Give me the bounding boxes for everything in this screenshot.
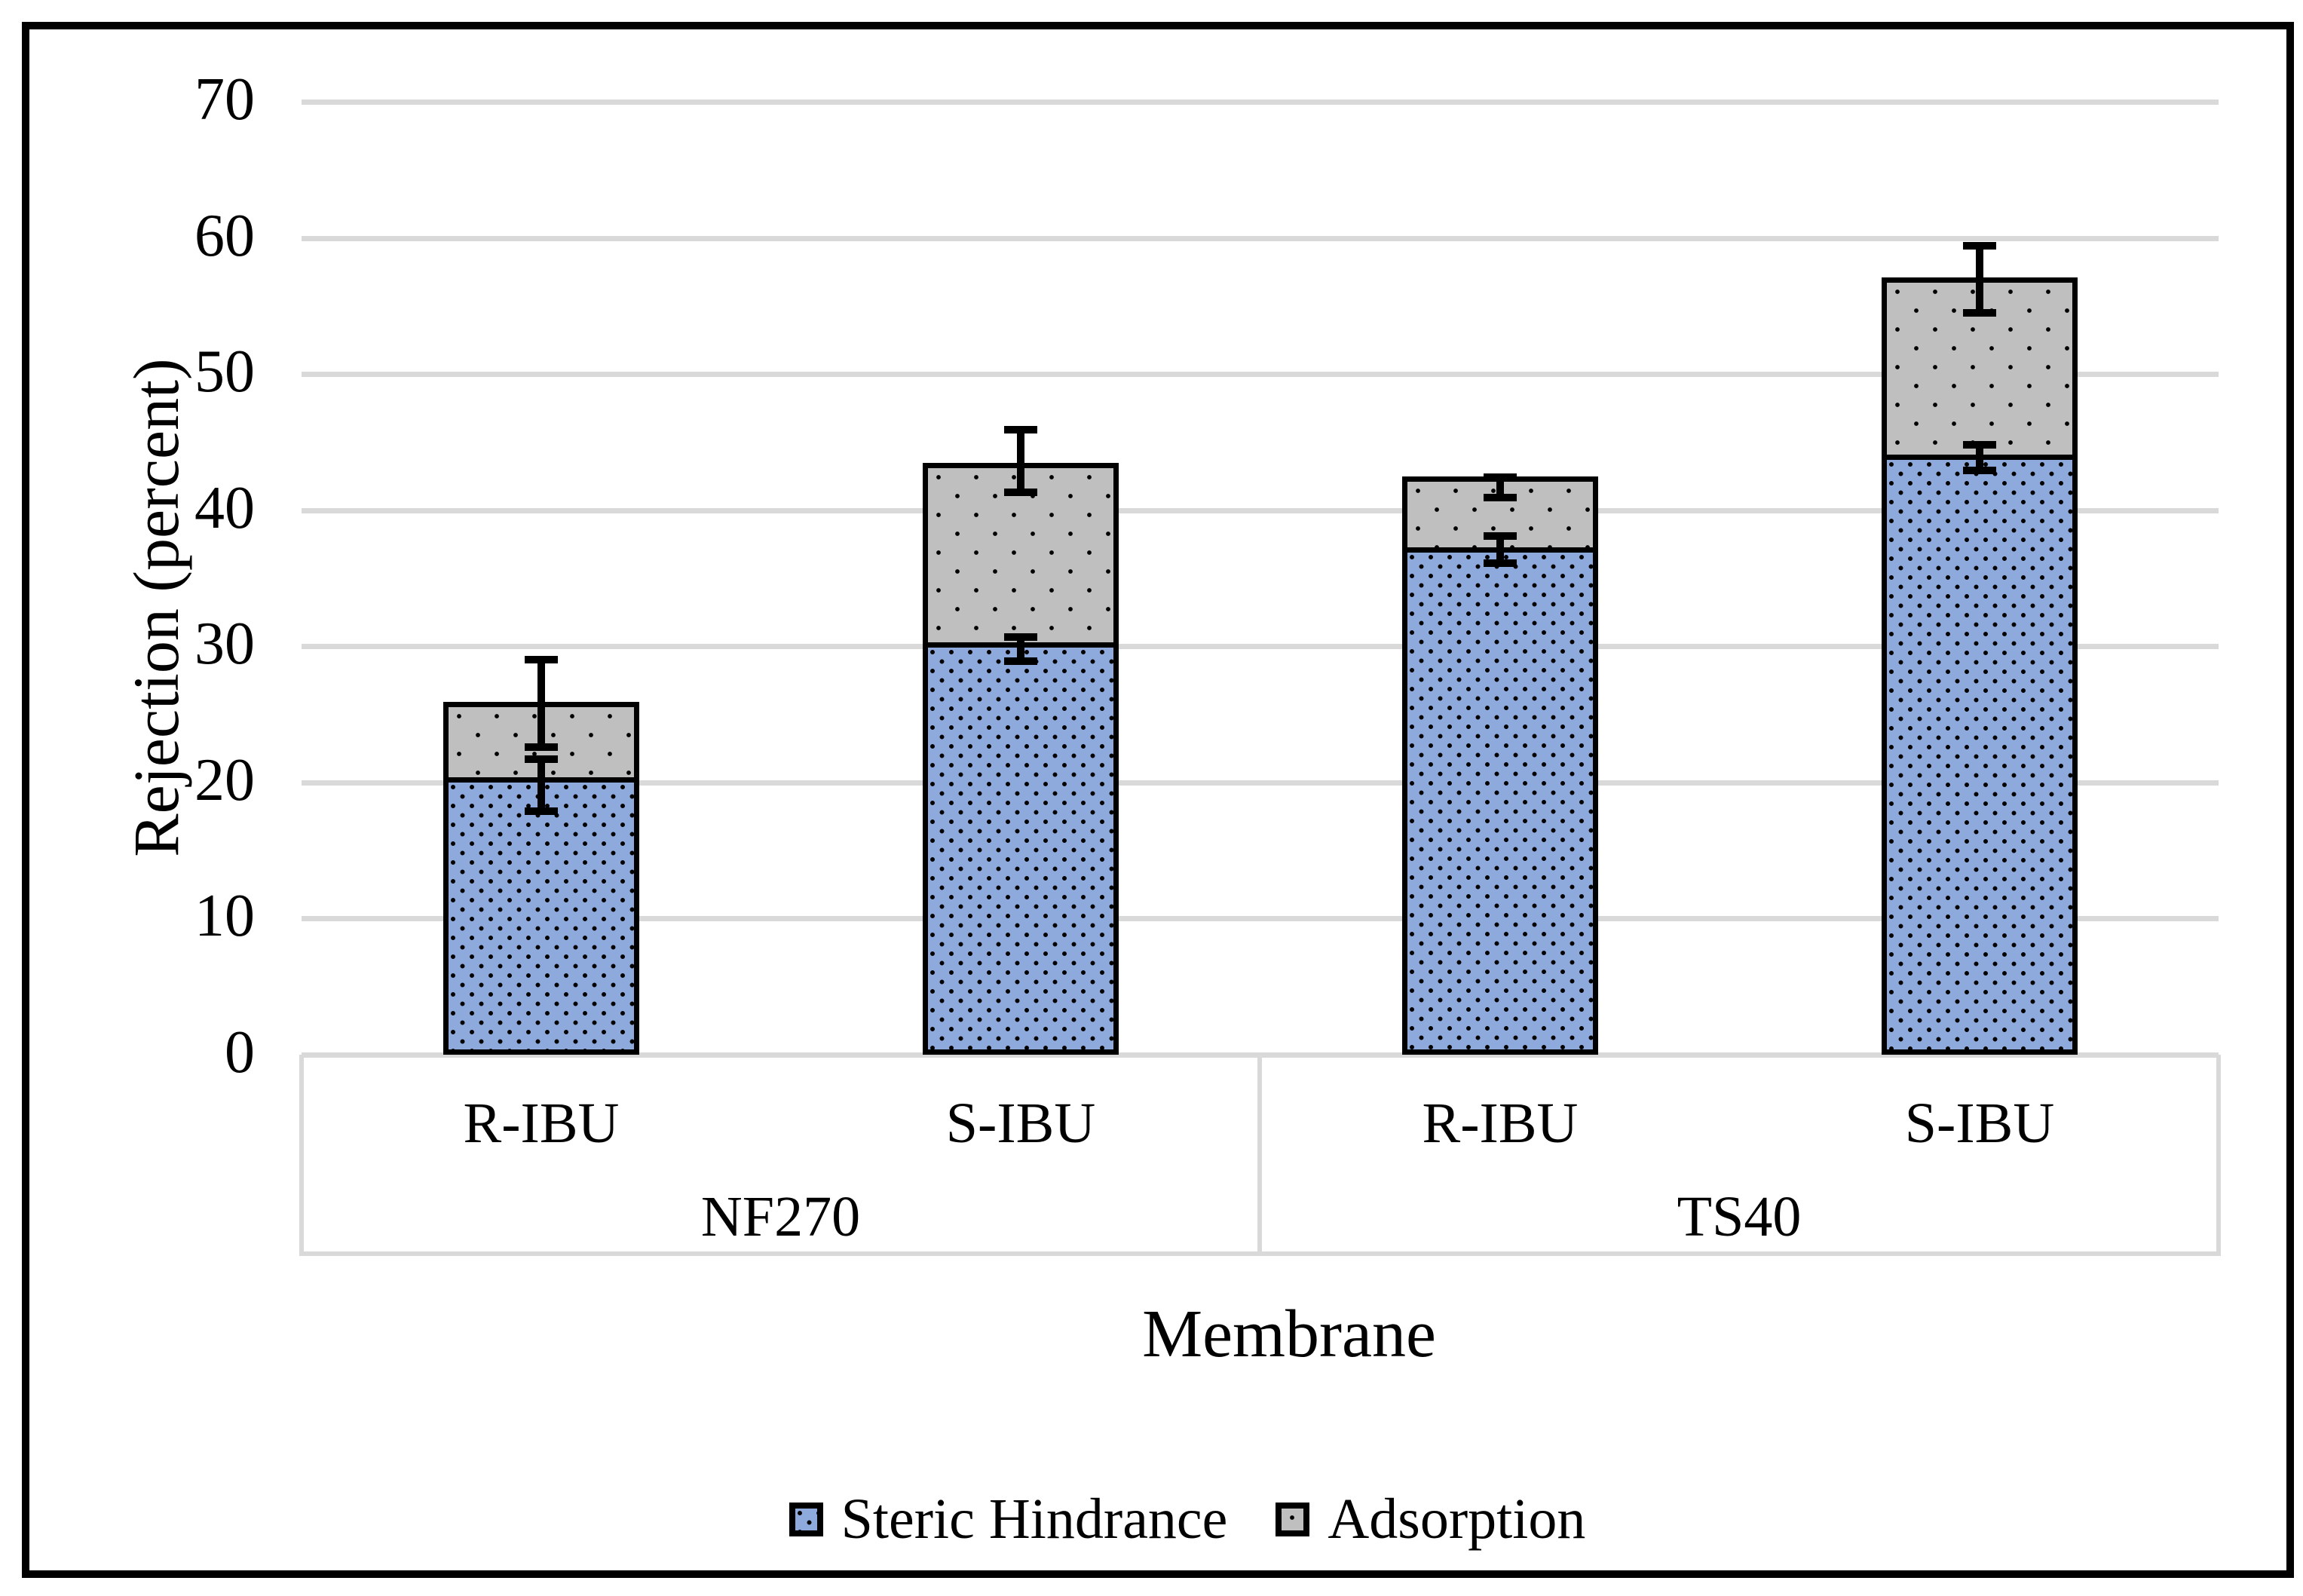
category-label: S-IBU xyxy=(1904,1092,2055,1155)
y-tick-label: 20 xyxy=(194,746,255,813)
y-tick-label: 70 xyxy=(194,66,255,133)
category-axis-separator xyxy=(1257,1055,1262,1256)
category-label: S-IBU xyxy=(945,1092,1096,1155)
bar-segment-steric-hindrance xyxy=(923,648,1119,1055)
error-bar-total-cap-top xyxy=(1004,426,1037,434)
gridline xyxy=(302,235,2219,241)
gridline xyxy=(302,644,2219,650)
legend-label-steric-hindrance: Steric Hindrance xyxy=(841,1487,1228,1551)
error-bar-steric-line xyxy=(1976,445,1983,471)
y-axis-title: Rejection (percent) xyxy=(120,358,192,857)
legend-label-adsorption: Adsorption xyxy=(1328,1487,1586,1551)
y-tick-label: 50 xyxy=(194,338,255,405)
error-bar-steric-line xyxy=(1017,636,1024,662)
y-tick-label: 0 xyxy=(225,1019,255,1086)
error-bar-steric-cap-bottom xyxy=(1963,467,1996,475)
error-bar-steric-cap-bottom xyxy=(1484,559,1517,568)
error-bar-total-line xyxy=(537,660,545,747)
group-label: TS40 xyxy=(1677,1185,1802,1248)
error-bar-total-cap-bottom xyxy=(525,743,558,751)
legend: Steric Hindrance Adsorption xyxy=(51,1483,2303,1555)
figure-frame: 0 10 20 30 40 50 60 70 R-IBU S-IBU R-IBU S-IBU NF270… xyxy=(22,22,2294,1578)
error-bar-steric-cap-bottom xyxy=(525,807,558,815)
gridline xyxy=(302,507,2219,513)
group-label: NF270 xyxy=(700,1185,861,1248)
legend-swatch-steric-hindrance xyxy=(789,1502,823,1536)
y-tick-label: 30 xyxy=(194,611,255,678)
error-bar-total-cap-top xyxy=(1963,242,1996,250)
category-axis-separator xyxy=(299,1055,304,1256)
legend-swatch-adsorption xyxy=(1276,1502,1310,1536)
category-label: R-IBU xyxy=(463,1092,620,1155)
gridline xyxy=(302,916,2219,922)
bar-segment-steric-hindrance xyxy=(1402,552,1598,1055)
error-bar-steric-line xyxy=(537,759,545,811)
error-bar-total-line xyxy=(1496,477,1504,498)
y-tick-label: 10 xyxy=(194,883,255,950)
y-tick-label: 60 xyxy=(194,202,255,269)
gridline xyxy=(302,100,2219,105)
error-bar-total-line xyxy=(1976,246,1983,313)
error-bar-steric-line xyxy=(1496,536,1504,564)
error-bar-total-cap-bottom xyxy=(1484,494,1517,502)
error-bar-steric-cap-top xyxy=(525,755,558,764)
category-axis-separator xyxy=(2216,1055,2221,1256)
error-bar-steric-cap-top xyxy=(1963,441,1996,449)
gridline xyxy=(302,372,2219,378)
bar-segment-steric-hindrance xyxy=(1882,459,2078,1055)
gridline xyxy=(302,780,2219,786)
error-bar-steric-cap-bottom xyxy=(1004,657,1037,666)
error-bar-total-cap-bottom xyxy=(1963,308,1996,317)
legend-entry-adsorption: Adsorption xyxy=(1276,1490,1585,1548)
category-label: R-IBU xyxy=(1422,1092,1579,1155)
category-axis-bottom-rule xyxy=(302,1251,2219,1256)
error-bar-total-cap-top xyxy=(525,656,558,664)
bar-segment-steric-hindrance xyxy=(443,782,639,1055)
error-bar-total-cap-bottom xyxy=(1004,489,1037,497)
x-axis-title: Membrane xyxy=(1142,1297,1436,1371)
y-tick-label: 40 xyxy=(194,474,255,541)
error-bar-total-line xyxy=(1017,430,1024,493)
error-bar-total-cap-top xyxy=(1484,473,1517,482)
error-bar-steric-cap-top xyxy=(1484,532,1517,541)
legend-entry-steric-hindrance: Steric Hindrance xyxy=(789,1487,1228,1551)
error-bar-steric-cap-top xyxy=(1004,633,1037,641)
